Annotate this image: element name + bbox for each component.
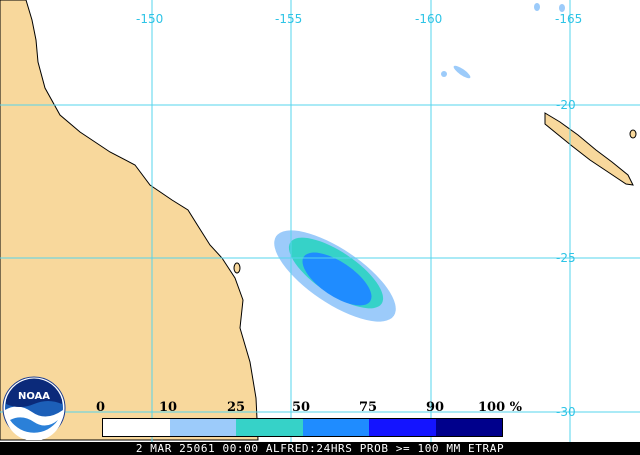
legend-tick: 25 [227,400,246,415]
longitude-label: -160 [415,12,443,26]
logo-text: NOAA [18,391,50,402]
legend-swatch [369,419,436,436]
legend-tick: 75 [359,400,378,415]
legend-tick: 50 [292,400,311,415]
grid-lines [0,0,640,442]
legend-tick: 0 [96,400,106,415]
latitude-label: -25 [556,251,576,265]
longitude-label: -150 [136,12,164,26]
prob-patch [559,4,565,12]
legend-tick: 90 [426,400,445,415]
island [233,262,241,274]
prob-band-50-75 [302,252,372,306]
prob-patch [441,71,447,77]
latitude-label: -20 [556,98,576,112]
latitude-label: -30 [556,405,576,419]
legend-swatch [236,419,303,436]
prob-patch [453,65,471,79]
legend-tick: 10 [159,400,178,415]
prob-patch [534,3,540,11]
legend-swatch [435,419,502,436]
new-caledonia-land [544,112,634,186]
legend-swatch [103,419,170,436]
island [629,129,637,139]
noaa-logo-icon: NOAA [2,376,66,440]
longitude-label: -165 [555,12,583,26]
australia-land [0,0,259,441]
legend-colorbar [102,418,503,437]
map-caption: 2 MAR 25061 00:00 ALFRED:24HRS PROB >= 1… [0,442,640,455]
legend-tick: 100 % [478,400,523,415]
legend-swatch [169,419,236,436]
legend-swatch [302,419,369,436]
longitude-label: -155 [275,12,303,26]
